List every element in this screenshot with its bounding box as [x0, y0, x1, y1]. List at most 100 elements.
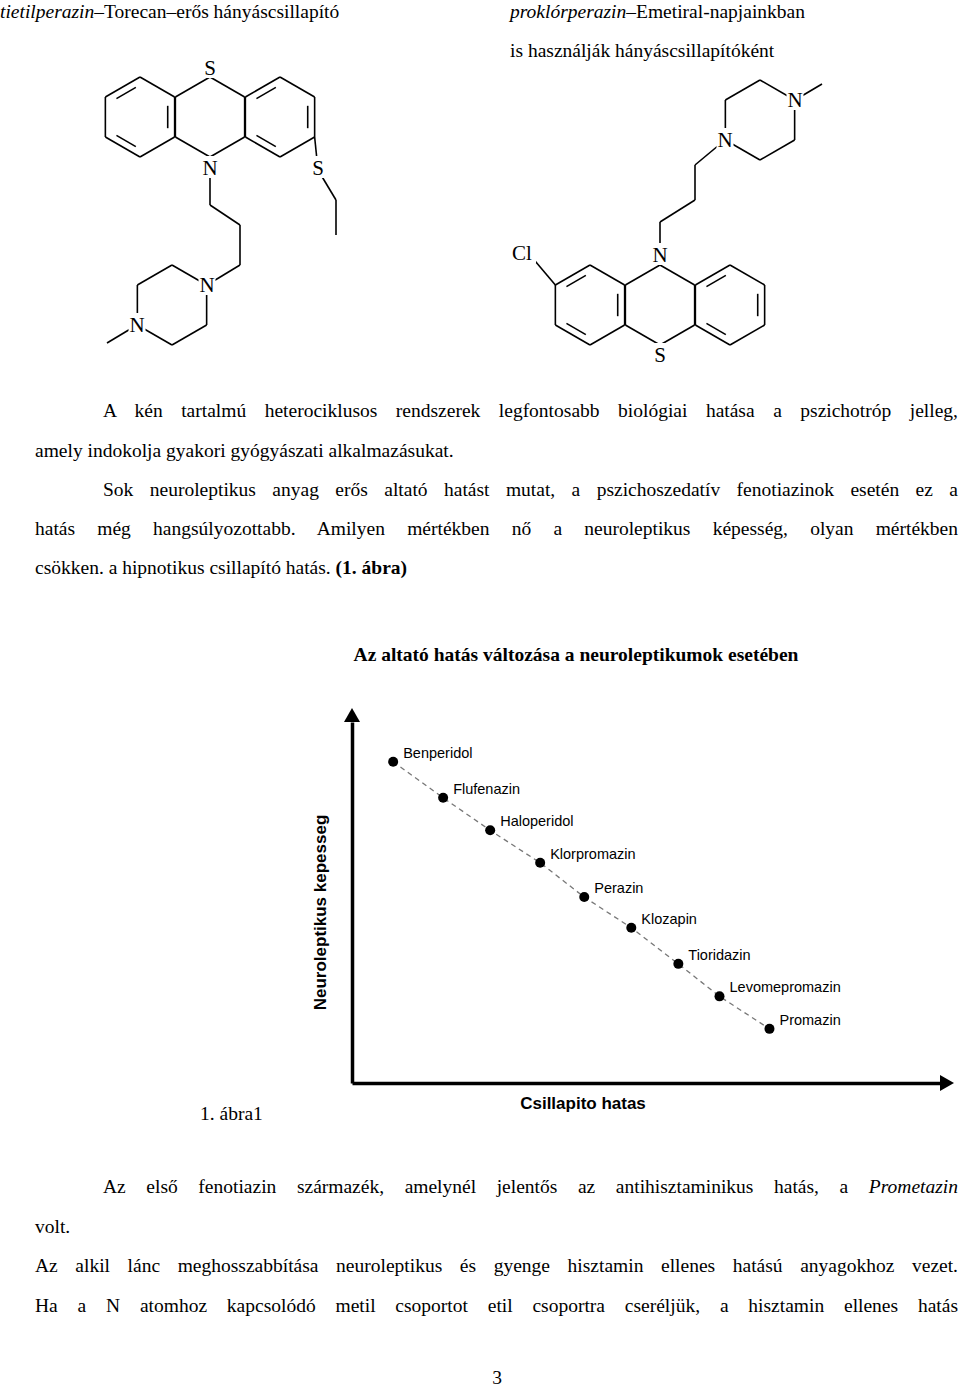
bond — [280, 137, 315, 157]
point — [579, 892, 589, 902]
point — [388, 757, 398, 767]
bond — [590, 325, 625, 345]
bond — [116, 87, 135, 98]
text-run: is használják hányáscsillapítóként — [510, 40, 774, 61]
bond — [105, 137, 140, 157]
bond — [566, 275, 585, 286]
paragraph-line: A kén tartalmú heterociklusos rendszerek… — [103, 399, 958, 423]
paragraph-line: volt. — [35, 1215, 70, 1239]
bond — [566, 323, 585, 334]
bond — [660, 200, 695, 222]
point — [535, 858, 545, 868]
bond — [210, 137, 245, 157]
atom-label: N — [202, 156, 217, 180]
page-art: Az altató hatás változása a neuroleptiku… — [0, 0, 960, 1390]
bond — [137, 265, 172, 285]
bond — [256, 135, 275, 146]
page: tietilperazin–Torecan–erős hányáscsillap… — [0, 0, 960, 1390]
bond — [307, 106, 309, 128]
plot-marks — [388, 757, 774, 1034]
axis-title: Neuroleptikus kepesseg — [311, 815, 330, 1011]
bond — [694, 165, 696, 200]
axis-arrow — [344, 708, 360, 722]
bond — [116, 135, 135, 146]
bond — [706, 275, 725, 286]
bond — [175, 97, 177, 137]
text-run: csökken. a hipnotikus csillapító hatás. — [35, 557, 336, 578]
paragraph-line: Az alkil lánc meghosszabbítása neurolept… — [35, 1254, 958, 1278]
trend-line — [393, 762, 769, 1029]
text-run: Prometazin — [869, 1176, 958, 1197]
text-run: amely indokolja gyakori gyógyászati alka… — [35, 440, 454, 461]
structure-caption: tietilperazin–Torecan–erős hányáscsillap… — [0, 0, 339, 24]
x-axis — [353, 1083, 941, 1084]
structure-caption: is használják hányáscsillapítóként — [510, 39, 774, 63]
text-run: Ha a N atomhoz kapcsolódó metil csoporto… — [35, 1295, 958, 1316]
bond — [555, 265, 590, 285]
bond — [695, 285, 697, 325]
bond — [694, 285, 696, 325]
atom-label: N — [199, 273, 214, 297]
point — [715, 991, 725, 1001]
bond — [245, 97, 247, 137]
point — [673, 959, 683, 969]
paragraph-line: Ha a N atomhoz kapcsolódó metil csoporto… — [35, 1294, 958, 1318]
point — [438, 793, 448, 803]
bond — [730, 325, 765, 345]
bond — [174, 97, 176, 137]
atom-label: N — [787, 88, 802, 112]
atom-label: N — [717, 128, 732, 152]
point-label: Tioridazin — [688, 947, 750, 963]
paragraph-line: amely indokolja gyakori gyógyászati alka… — [35, 439, 454, 463]
text-run: –Torecan–erős hányáscsillapító — [94, 1, 339, 22]
page-number: 3 — [492, 1367, 502, 1388]
structure-caption: proklórperazin–Emetiral-napjainkban — [510, 0, 805, 24]
paragraph-line: csökken. a hipnotikus csillapító hatás. … — [35, 556, 407, 580]
point-label: Flufenazin — [453, 781, 520, 797]
bond — [660, 265, 695, 285]
chart: BenperidolFlufenazinHaloperidolKlorproma… — [311, 708, 954, 1113]
paragraph-line: Az első fenotiazin származék, amelynél j… — [103, 1175, 958, 1199]
text-run: hatás még hangsúlyozottabb. Amilyen mért… — [35, 518, 958, 539]
bond — [210, 77, 245, 97]
point-label: Klorpromazin — [550, 846, 635, 862]
point — [764, 1024, 774, 1034]
bond — [105, 77, 140, 97]
bond — [175, 137, 210, 157]
atom-label: S — [654, 343, 666, 367]
bond — [757, 294, 759, 316]
bond — [314, 97, 316, 137]
structure: NNClNS — [508, 80, 822, 367]
point — [485, 825, 495, 835]
text-run: Sok neuroleptikus anyag erős altató hatá… — [103, 479, 958, 500]
y-axis — [352, 723, 353, 1084]
bond — [760, 140, 795, 160]
bond — [725, 80, 760, 100]
bond — [245, 77, 280, 97]
axis-arrow — [940, 1075, 954, 1091]
bond — [140, 77, 175, 97]
bond — [335, 200, 337, 235]
figure-title: Az altató hatás változása a neuroleptiku… — [354, 644, 799, 665]
bond — [239, 225, 241, 265]
text-run: Az első fenotiazin származék, amelynél j… — [103, 1176, 869, 1197]
atom-label: Cl — [512, 241, 532, 265]
bond — [764, 285, 766, 325]
paragraph-line: Sok neuroleptikus anyag erős altató hatá… — [103, 478, 958, 502]
atom-label: N — [129, 313, 144, 337]
structure: SNSNN — [105, 56, 336, 345]
bond — [706, 323, 725, 334]
text-run: proklórperazin — [510, 1, 626, 22]
bond — [555, 325, 590, 345]
atom-label: S — [204, 56, 216, 80]
bond — [555, 285, 557, 325]
bond — [625, 325, 660, 345]
text-run: –Emetiral-napjainkban — [626, 1, 805, 22]
text-run: (1. ábra) — [336, 557, 408, 578]
bond — [625, 285, 627, 325]
axis-line — [353, 1082, 941, 1086]
bond — [590, 265, 625, 285]
bond — [256, 87, 275, 98]
point-label: Benperidol — [403, 745, 472, 761]
point-labels: BenperidolFlufenazinHaloperidolKlorproma… — [403, 745, 841, 1028]
